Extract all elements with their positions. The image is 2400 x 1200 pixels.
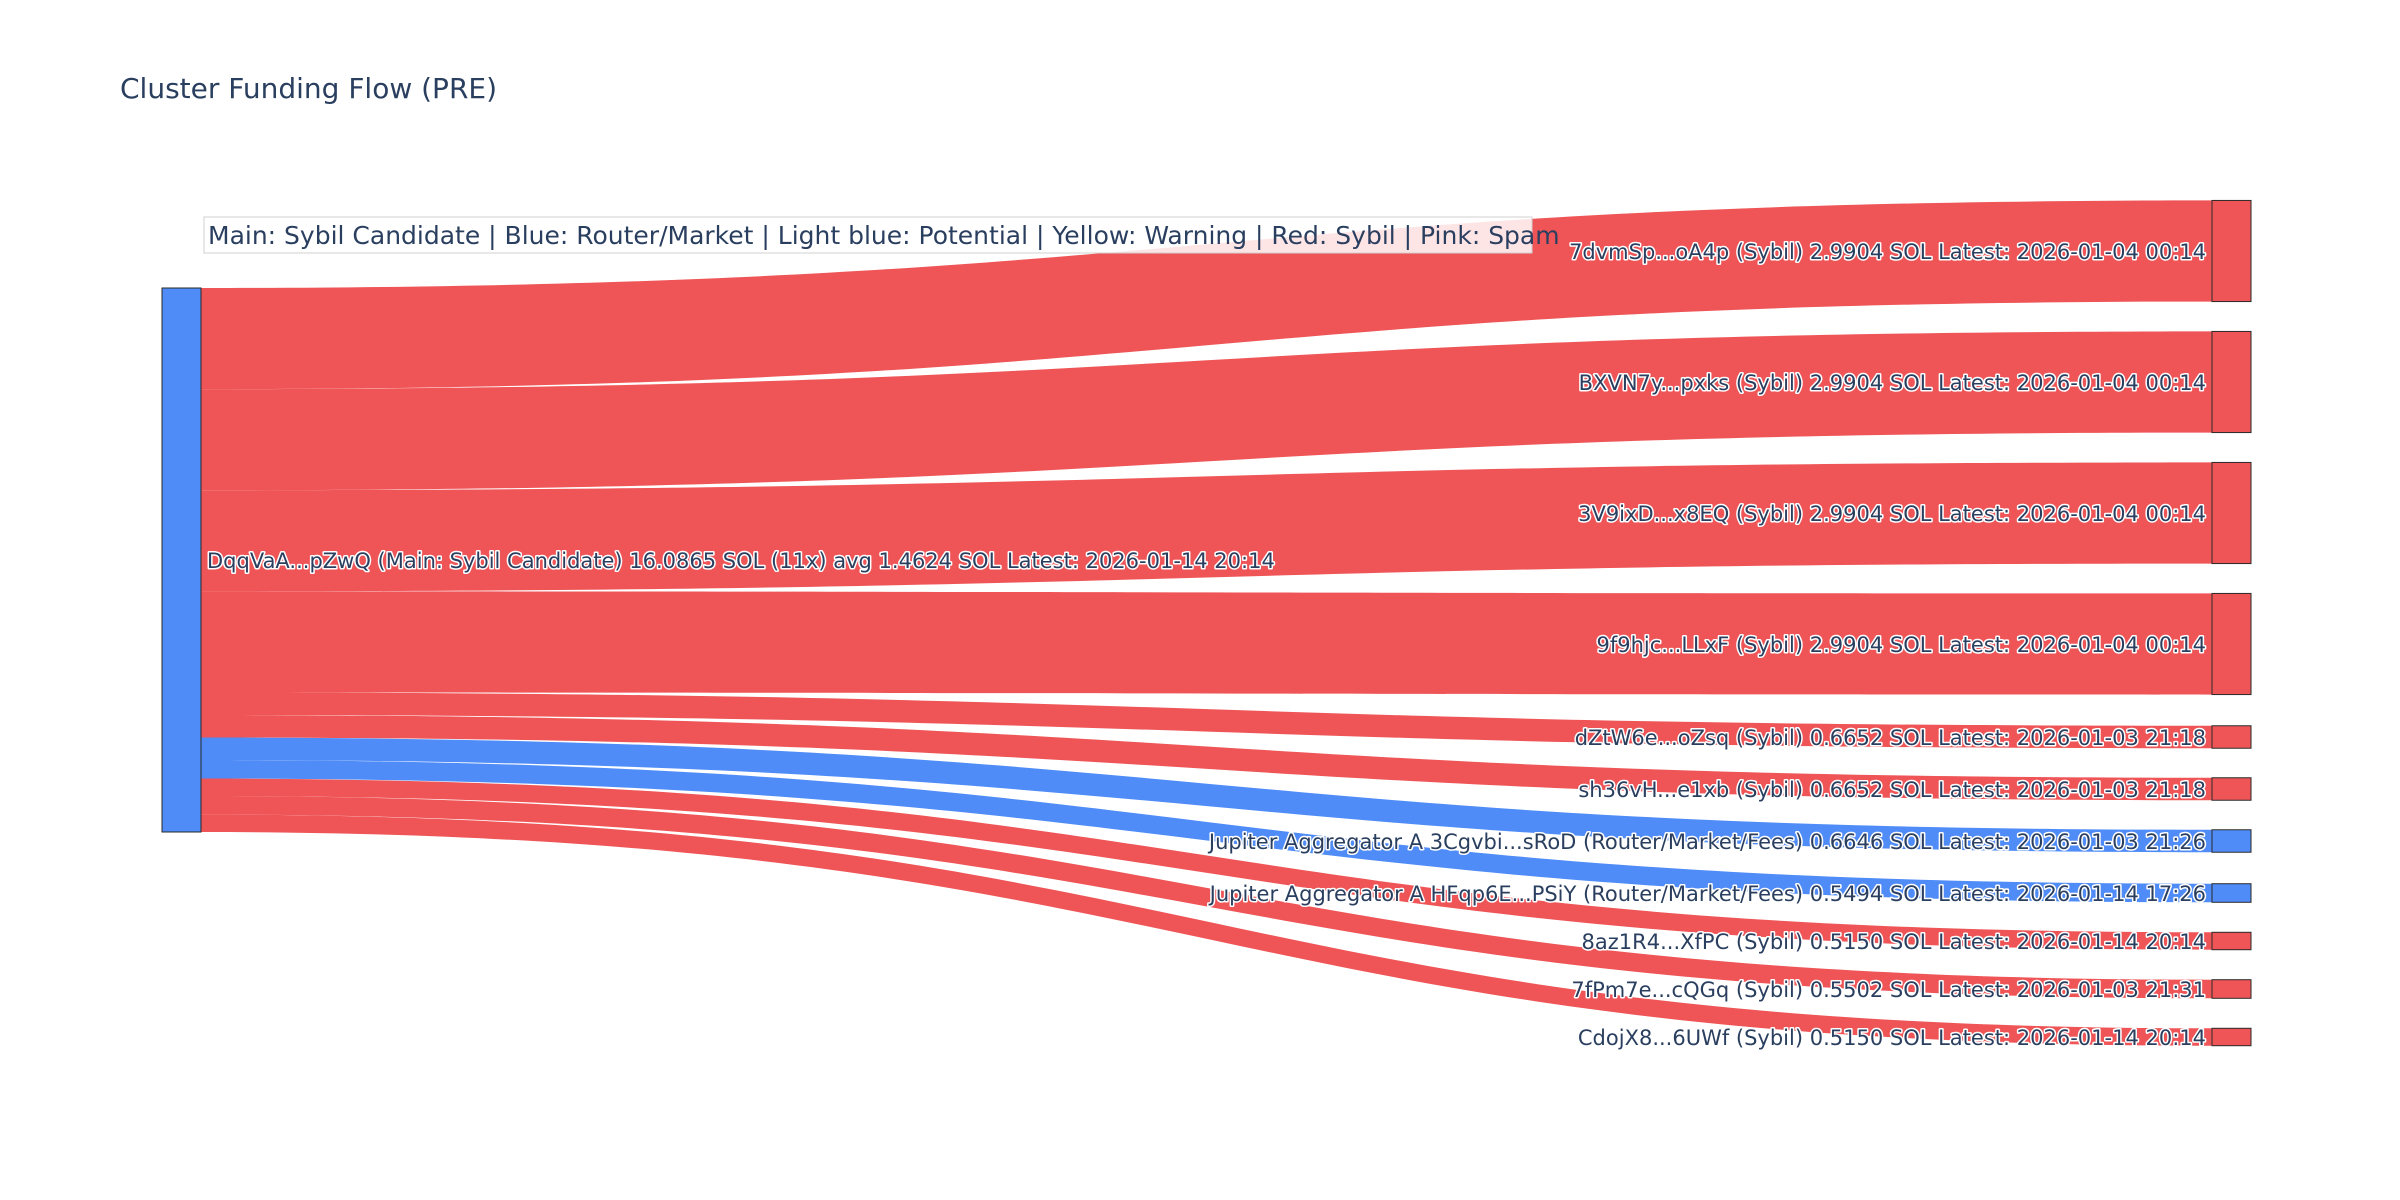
legend-box <box>203 216 1533 254</box>
target-node-8[interactable] <box>2211 883 2252 903</box>
target-node-1[interactable] <box>2211 199 2252 303</box>
chart-title: Cluster Funding Flow (PRE) <box>120 72 498 105</box>
target-node-label-2: BXVN7y...pxks (Sybil) 2.9904 SOL Latest:… <box>1579 371 2206 395</box>
flow-link-1[interactable] <box>201 200 2212 390</box>
sankey-nodes <box>161 199 2252 1047</box>
target-node-10[interactable] <box>2211 979 2252 999</box>
target-node-label-1: 7dvmSp...oA4p (Sybil) 2.9904 SOL Latest:… <box>1569 240 2206 264</box>
target-node-label-3: 3V9ixD...x8EQ (Sybil) 2.9904 SOL Latest:… <box>1578 502 2206 526</box>
source-node[interactable] <box>161 287 202 833</box>
source-node-label: DqqVaA...pZwQ (Main: Sybil Candidate) 16… <box>207 549 1275 573</box>
flow-link-8[interactable] <box>201 759 2212 903</box>
target-node-3[interactable] <box>2211 461 2252 565</box>
target-node-label-5: dZtW6e...oZsq (Sybil) 0.6652 SOL Latest:… <box>1575 726 2206 750</box>
flow-link-4[interactable] <box>201 591 2212 695</box>
legend-note: Main: Sybil Candidate | Blue: Router/Mar… <box>203 216 1560 254</box>
flow-link-7[interactable] <box>201 737 2212 853</box>
target-node-6[interactable] <box>2211 777 2252 801</box>
target-node-label-4: 9f9hjc...LLxF (Sybil) 2.9904 SOL Latest:… <box>1596 633 2206 657</box>
target-node-label-9: 8az1R4...XfPC (Sybil) 0.5150 SOL Latest:… <box>1582 930 2206 954</box>
target-node-label-6: sh36vH...e1xb (Sybil) 0.6652 SOL Latest:… <box>1578 778 2206 802</box>
sankey-links <box>201 200 2212 1046</box>
flow-link-2[interactable] <box>201 331 2212 491</box>
sankey-labels: 7dvmSp...oA4p (Sybil) 2.9904 SOL Latest:… <box>206 239 2208 1052</box>
flow-link-5[interactable] <box>201 692 2212 749</box>
flow-link-6[interactable] <box>201 715 2212 801</box>
target-node-9[interactable] <box>2211 931 2252 951</box>
target-node-11[interactable] <box>2211 1027 2252 1047</box>
target-node-label-8: Jupiter Aggregator A HFqp6E...PSiY (Rout… <box>1208 882 2206 906</box>
target-node-7[interactable] <box>2211 829 2252 853</box>
target-node-5[interactable] <box>2211 725 2252 749</box>
legend-text: Main: Sybil Candidate | Blue: Router/Mar… <box>208 221 1560 250</box>
target-node-label-11: CdojX8...6UWf (Sybil) 0.5150 SOL Latest:… <box>1578 1026 2206 1050</box>
flow-link-10[interactable] <box>201 795 2212 999</box>
flow-link-9[interactable] <box>201 778 2212 950</box>
flow-link-3[interactable] <box>201 462 2212 592</box>
target-node-label-7: Jupiter Aggregator A 3Cgvbi...sRoD (Rout… <box>1207 830 2206 854</box>
target-node-label-10: 7fPm7e...cQGq (Sybil) 0.5502 SOL Latest:… <box>1571 978 2206 1002</box>
flow-link-11[interactable] <box>201 814 2212 1046</box>
target-node-2[interactable] <box>2211 330 2252 434</box>
target-node-4[interactable] <box>2211 592 2252 696</box>
